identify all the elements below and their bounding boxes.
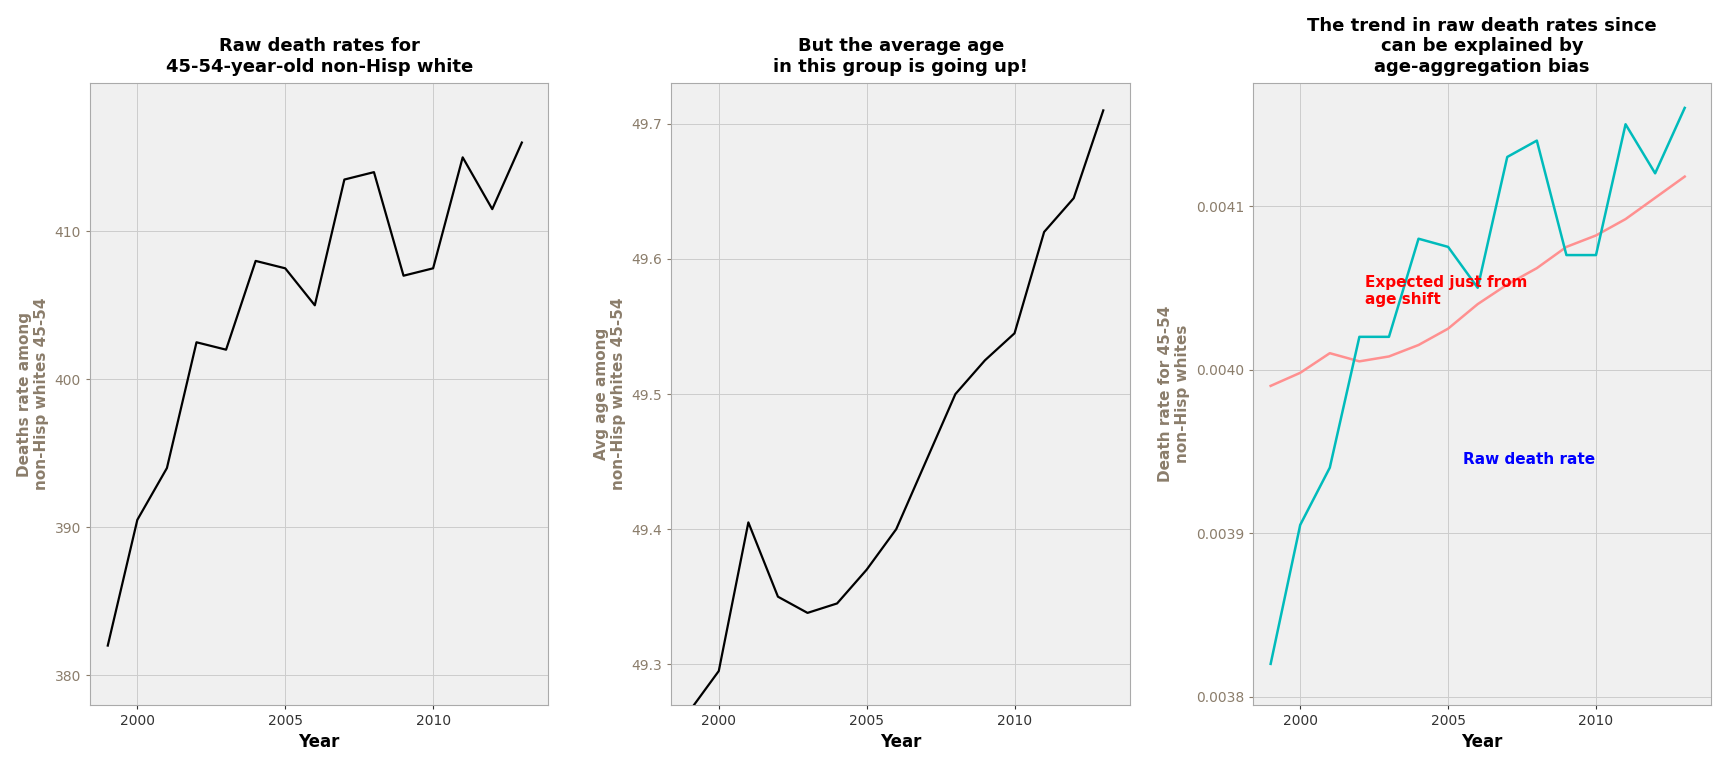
Text: Expected just from
age shift: Expected just from age shift xyxy=(1365,275,1528,307)
Y-axis label: Avg age among
non-Hisp whites 45-54: Avg age among non-Hisp whites 45-54 xyxy=(594,298,626,490)
Title: But the average age
in this group is going up!: But the average age in this group is goi… xyxy=(772,38,1028,76)
X-axis label: Year: Year xyxy=(1462,733,1503,751)
Title: The trend in raw death rates since
can be explained by
age-aggregation bias: The trend in raw death rates since can b… xyxy=(1308,17,1657,76)
X-axis label: Year: Year xyxy=(299,733,340,751)
Title: Raw death rates for
45-54-year-old non-Hisp white: Raw death rates for 45-54-year-old non-H… xyxy=(166,38,473,76)
Y-axis label: Deaths rate among
non-Hisp whites 45-54: Deaths rate among non-Hisp whites 45-54 xyxy=(17,298,48,490)
X-axis label: Year: Year xyxy=(880,733,921,751)
Text: Raw death rate: Raw death rate xyxy=(1464,452,1595,467)
Y-axis label: Death rate for 45-54
non-Hisp whites: Death rate for 45-54 non-Hisp whites xyxy=(1158,306,1191,482)
